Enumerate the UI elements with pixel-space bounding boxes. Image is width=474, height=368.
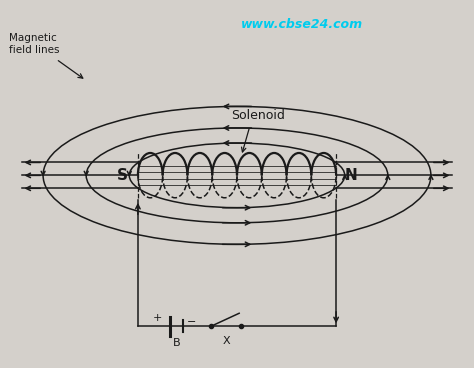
Text: B: B — [173, 339, 181, 348]
Text: −: − — [187, 317, 196, 327]
Text: +: + — [153, 314, 162, 323]
Text: N: N — [345, 168, 357, 183]
Text: Magnetic
field lines: Magnetic field lines — [9, 33, 59, 55]
Text: S: S — [117, 168, 128, 183]
Text: www.cbse24.com: www.cbse24.com — [241, 18, 363, 31]
Text: X: X — [222, 336, 230, 346]
Text: Solenoid: Solenoid — [232, 109, 285, 121]
